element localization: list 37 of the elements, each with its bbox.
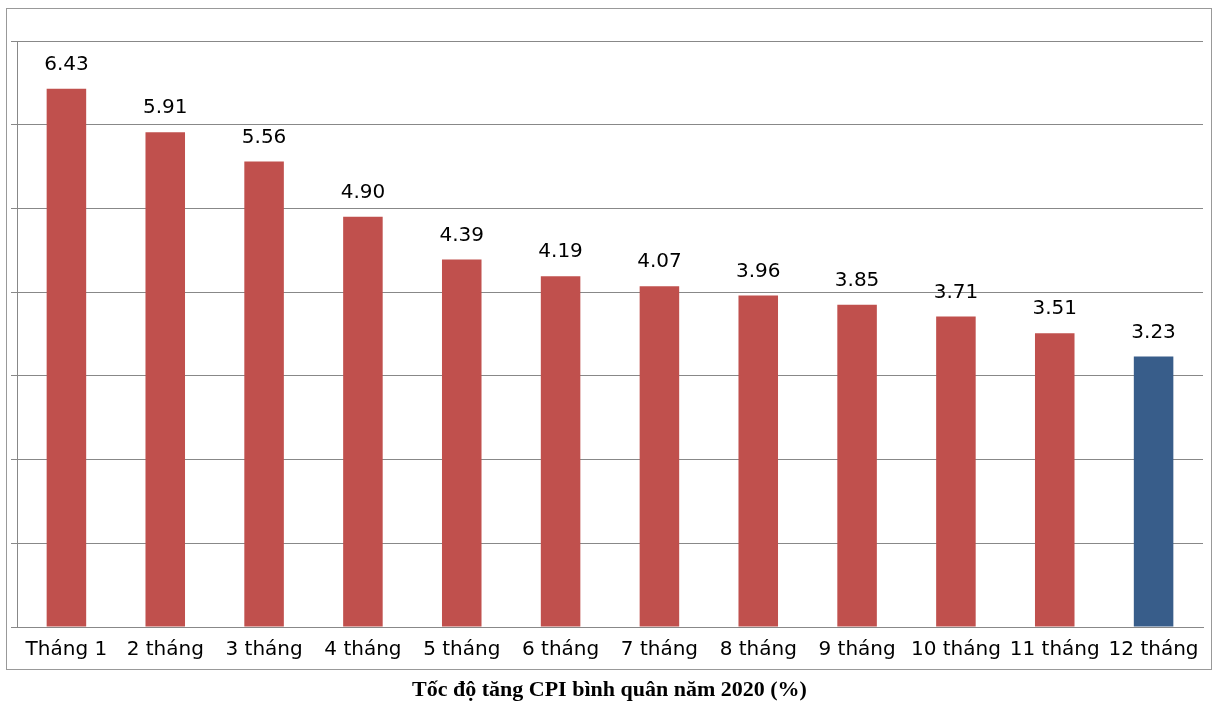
data-label: 5.56 [241,123,287,148]
bar [343,216,383,627]
x-tick-label: 7 tháng [620,636,699,661]
data-label: 3.51 [1032,295,1078,320]
data-label: 4.19 [538,238,583,263]
bar [1034,333,1075,627]
x-tick-label: 4 tháng [324,636,402,661]
x-tick-label: 2 tháng [126,636,204,661]
bar [145,132,186,627]
data-label: 4.07 [637,248,682,273]
bar [441,259,482,627]
data-label: 4.39 [439,221,485,246]
x-tick-label: 5 tháng [423,636,501,661]
x-tick-label: 10 tháng [910,636,1001,661]
bar [738,295,779,627]
x-tick-label: 6 tháng [521,636,600,661]
data-label: 6.43 [44,50,89,75]
x-tick-label: 8 tháng [719,636,797,661]
bar [639,286,680,627]
data-label: 3.85 [834,266,880,291]
bar [936,316,976,627]
x-tick-label: 9 tháng [818,636,896,661]
bar [244,161,284,627]
x-tick-label: 3 tháng [225,636,303,661]
bar [1133,356,1174,627]
x-tick-label: 11 tháng [1009,636,1100,661]
bar [540,276,581,627]
data-label: 3.71 [933,278,979,303]
bar [837,304,877,627]
data-label: 3.96 [735,257,781,282]
x-tick-label: 12 tháng [1108,636,1199,661]
data-label: 3.23 [1131,318,1176,343]
data-label: 4.90 [340,179,386,203]
x-tick-label: Tháng 1 [24,636,108,661]
data-label: 5.91 [142,94,188,119]
bar [46,88,87,627]
text: Tốc độ tăng CPI bình quân năm 2020 (%) [411,676,808,702]
